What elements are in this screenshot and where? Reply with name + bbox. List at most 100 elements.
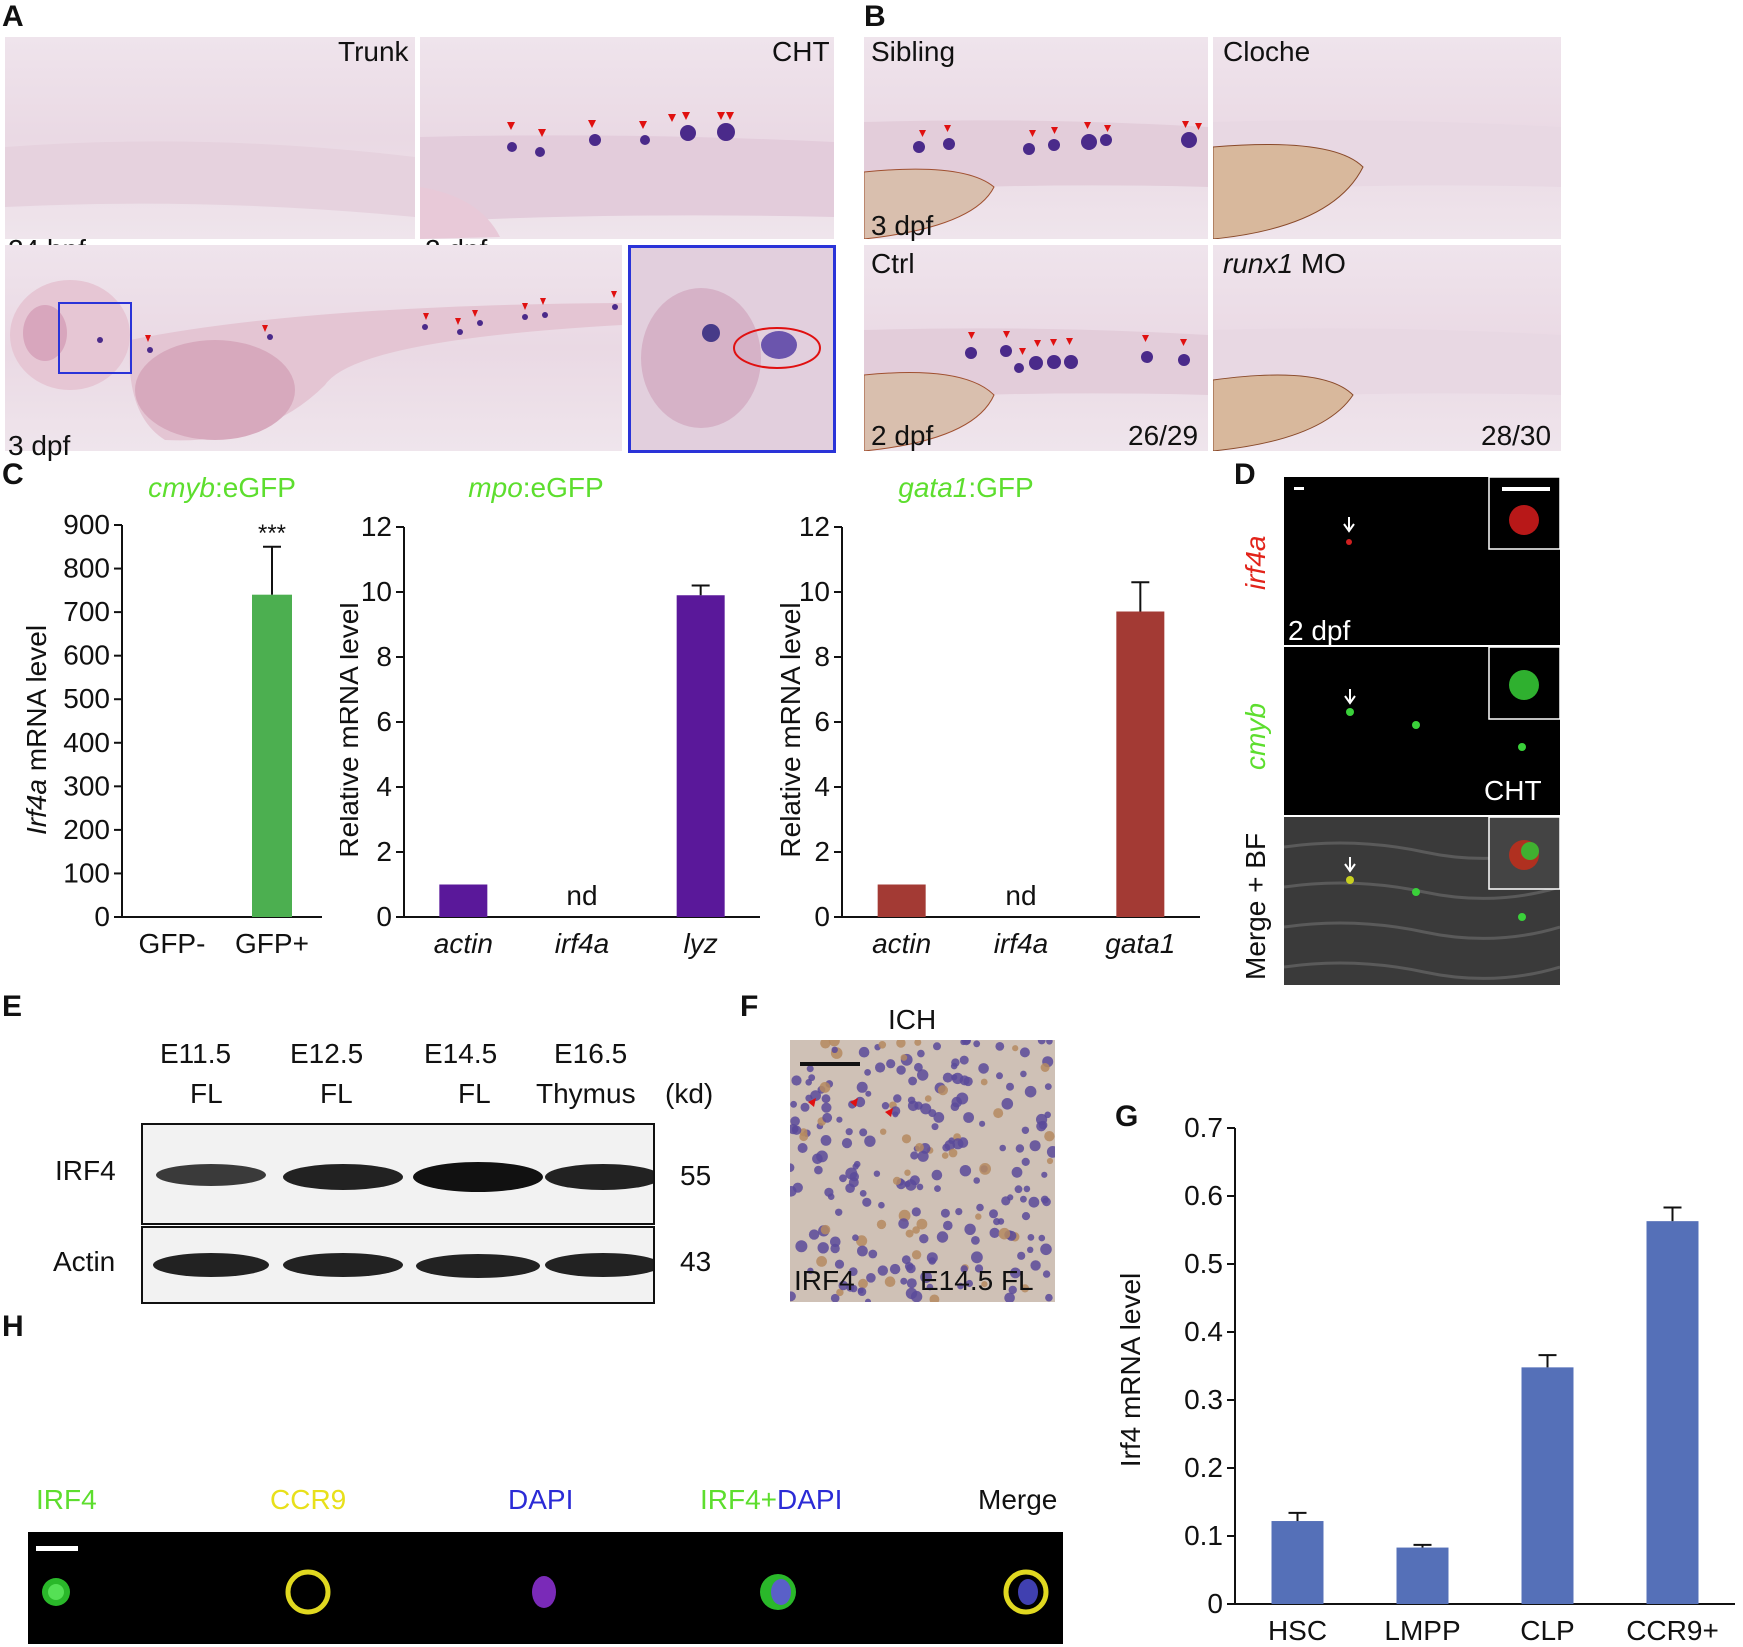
cell-nucleus xyxy=(856,1235,868,1247)
cell-nucleus xyxy=(1020,1284,1030,1293)
cell-nucleus xyxy=(919,1234,929,1244)
cell-nucleus xyxy=(896,1065,906,1075)
cell-nucleus xyxy=(959,1165,972,1177)
cell-nucleus xyxy=(806,1065,814,1073)
cell-nucleus xyxy=(916,1218,928,1230)
western-blot-actin xyxy=(141,1226,661,1304)
cell-nucleus xyxy=(989,1209,998,1219)
y-tick-label: 300 xyxy=(63,770,110,801)
cell-nucleus xyxy=(965,1279,973,1288)
cell-nucleus xyxy=(830,1293,840,1302)
cell-nucleus xyxy=(1044,1131,1055,1142)
cell-nucleus xyxy=(1021,1126,1030,1134)
h-dapi2: DAPI xyxy=(777,1484,843,1515)
cell-nucleus xyxy=(1024,1085,1037,1098)
cell-nucleus xyxy=(915,1143,924,1152)
cell-nucleus xyxy=(993,1108,1004,1119)
cell-nucleus xyxy=(978,1063,989,1074)
embryo-inset-zoom xyxy=(628,245,836,453)
bar xyxy=(1521,1367,1574,1604)
y-tick-label: 500 xyxy=(63,683,110,714)
cell-nucleus xyxy=(896,1040,906,1048)
x-tick-label: CLP xyxy=(1520,1615,1574,1646)
cell-nucleus xyxy=(955,1208,963,1216)
nd-label: nd xyxy=(1005,880,1036,911)
cloche-title: Cloche xyxy=(1223,36,1311,67)
cell-nucleus xyxy=(1045,1293,1053,1302)
cell-nucleus xyxy=(890,1106,901,1116)
bar xyxy=(1396,1547,1449,1604)
cell-nucleus xyxy=(857,1287,867,1296)
cell-nucleus xyxy=(979,1120,986,1127)
cell-nucleus xyxy=(845,1167,858,1180)
y-tick-label: 600 xyxy=(63,640,110,671)
cell-nucleus xyxy=(865,1090,872,1097)
e-band2-name: Actin xyxy=(53,1246,116,1277)
cell-nucleus xyxy=(873,1170,881,1177)
x-tick-label: gata1 xyxy=(1105,928,1175,959)
cell-nucleus xyxy=(976,1203,984,1212)
d-row3-label: Merge + BF xyxy=(1240,832,1271,980)
cell-nucleus xyxy=(1020,1195,1027,1203)
cell-nucleus xyxy=(900,1054,908,1061)
cell-nucleus xyxy=(940,1208,950,1218)
h-channel-irf4-dapi: IRF4+DAPI xyxy=(700,1484,842,1516)
cell-nucleus xyxy=(901,1134,912,1144)
cell-nucleus xyxy=(981,1281,988,1288)
runx1-title: runx1 MO xyxy=(1223,248,1346,280)
cell-nucleus xyxy=(1008,1285,1017,1295)
cell-nucleus xyxy=(1021,1212,1031,1221)
significance-annotation: *** xyxy=(258,520,286,547)
cell-nucleus xyxy=(864,1069,871,1076)
cell-nucleus xyxy=(868,1249,878,1259)
cell-nucleus xyxy=(1011,1166,1023,1178)
e-lane1-tissue: FL xyxy=(190,1078,223,1109)
cell-nucleus xyxy=(886,1059,896,1069)
cell-nucleus xyxy=(1029,1140,1041,1152)
cell-nucleus xyxy=(957,1282,964,1290)
panel-label-h: H xyxy=(2,1310,24,1343)
x-tick-label: GFP- xyxy=(139,928,206,959)
cell-nucleus xyxy=(904,1169,911,1176)
ich-stain-image: IRF4 E14.5 FL xyxy=(790,1040,1055,1302)
y-tick-label: 0 xyxy=(94,901,110,932)
panel-label-b: B xyxy=(864,0,886,33)
fluor-image-irf4a: 2 dpf xyxy=(1284,477,1560,645)
cell-nucleus xyxy=(799,1128,808,1137)
cell-nucleus xyxy=(790,1186,797,1197)
cell-nucleus xyxy=(1001,1098,1014,1110)
cell-nucleus xyxy=(865,1298,871,1302)
cell-nucleus xyxy=(900,1277,908,1285)
cell-nucleus xyxy=(1027,1234,1035,1241)
cell-nucleus xyxy=(910,1290,923,1302)
cell-nucleus xyxy=(820,1224,831,1235)
cell-nucleus xyxy=(800,1102,810,1112)
cell-nucleus xyxy=(952,1138,964,1150)
ctrl-count: 26/29 xyxy=(1128,420,1199,451)
e-band2-kd: 43 xyxy=(680,1246,712,1277)
cell-nucleus xyxy=(917,1049,925,1058)
y-tick-label: 0.5 xyxy=(1184,1248,1223,1279)
x-tick-label: CCR9+ xyxy=(1626,1615,1719,1646)
cell-nucleus xyxy=(828,1040,840,1047)
cell-nucleus xyxy=(906,1278,917,1289)
cell-nucleus xyxy=(884,1276,896,1287)
cell-nucleus xyxy=(816,1256,827,1267)
y-tick-label: 100 xyxy=(63,857,110,888)
panel-label-e: E xyxy=(2,990,23,1023)
cell-nucleus xyxy=(973,1177,980,1184)
cell-nucleus xyxy=(901,1255,911,1265)
ctrl-stage: 2 dpf xyxy=(871,420,934,451)
x-tick-label: GFP+ xyxy=(235,928,309,959)
y-tick-label: 0.3 xyxy=(1184,1384,1223,1415)
y-tick-label: 8 xyxy=(814,641,830,672)
cell-nucleus xyxy=(812,1153,823,1165)
cell-nucleus xyxy=(960,1265,968,1273)
cell-nucleus xyxy=(963,1112,974,1123)
cell-nucleus xyxy=(975,1213,982,1220)
cell-nucleus xyxy=(914,1040,922,1046)
cell-nucleus xyxy=(1030,1260,1041,1271)
cell-nucleus xyxy=(1021,1157,1030,1166)
cell-nucleus xyxy=(904,1180,911,1188)
cell-nucleus xyxy=(790,1163,795,1172)
